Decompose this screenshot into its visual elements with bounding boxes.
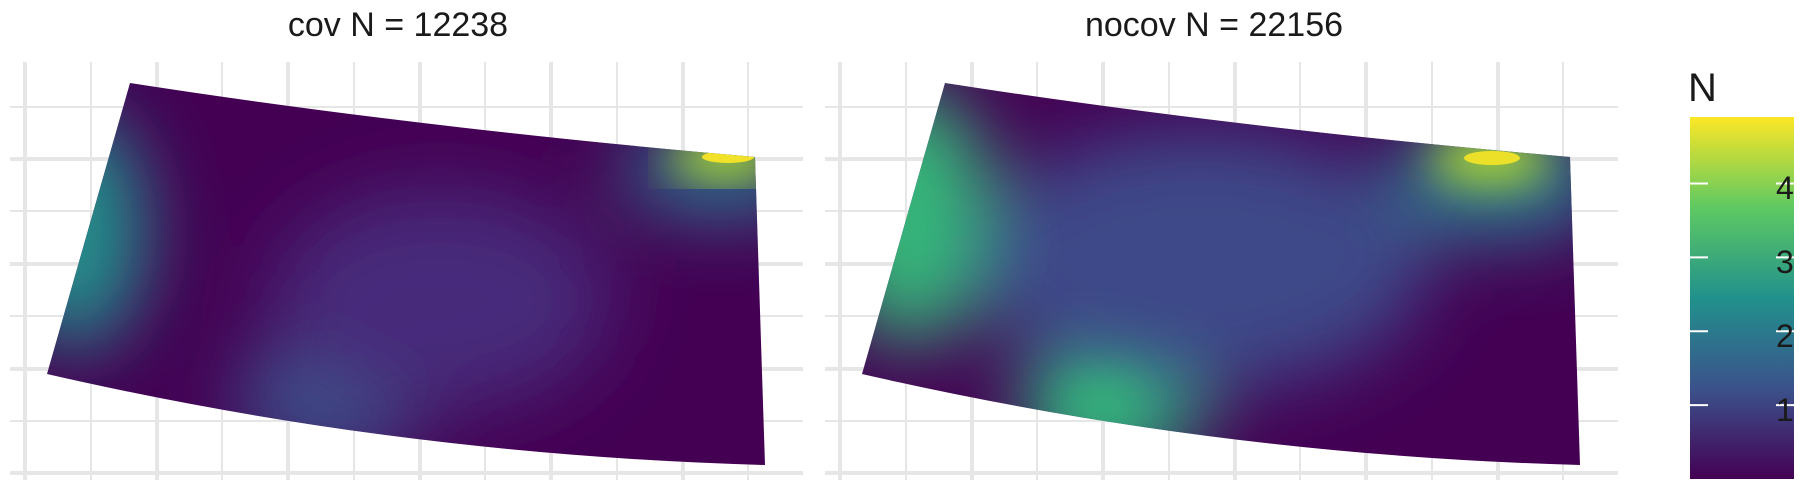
heatmap-cov bbox=[47, 83, 765, 465]
legend-label-4: 4 bbox=[1776, 170, 1794, 206]
hotspot-nocov-corner-peak bbox=[1464, 151, 1520, 165]
legend-label-1: 1 bbox=[1776, 392, 1794, 428]
legend-ticks bbox=[1690, 182, 1794, 407]
hotspot-nocov-left bbox=[862, 85, 990, 345]
legend-colorbar bbox=[1690, 117, 1794, 479]
hotspot-nocov-bottom-core bbox=[1062, 383, 1142, 427]
hotspot-cov-corner-peak bbox=[702, 151, 754, 163]
panel-title-nocov: nocov N = 22156 bbox=[1084, 6, 1344, 44]
legend-label-2: 2 bbox=[1776, 318, 1794, 354]
legend-title: N bbox=[1688, 66, 1717, 110]
heatmap-nocov bbox=[862, 83, 1580, 465]
hotspot-nocov-mid bbox=[970, 130, 1430, 390]
legend-label-3: 3 bbox=[1776, 244, 1794, 280]
panel-title-cov: cov N = 12238 bbox=[287, 6, 509, 44]
hotspot-cov-mid bbox=[270, 190, 610, 410]
